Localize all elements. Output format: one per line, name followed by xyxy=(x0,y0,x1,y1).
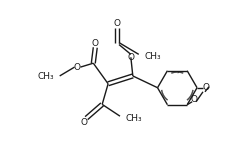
Text: O: O xyxy=(81,118,88,127)
Text: CH₃: CH₃ xyxy=(145,52,161,61)
Text: CH₃: CH₃ xyxy=(37,72,54,81)
Text: O: O xyxy=(74,63,81,72)
Text: O: O xyxy=(92,39,99,48)
Text: O: O xyxy=(127,53,134,62)
Text: CH₃: CH₃ xyxy=(126,114,143,123)
Text: O: O xyxy=(114,19,121,28)
Text: O: O xyxy=(202,83,210,92)
Text: O: O xyxy=(191,95,198,104)
